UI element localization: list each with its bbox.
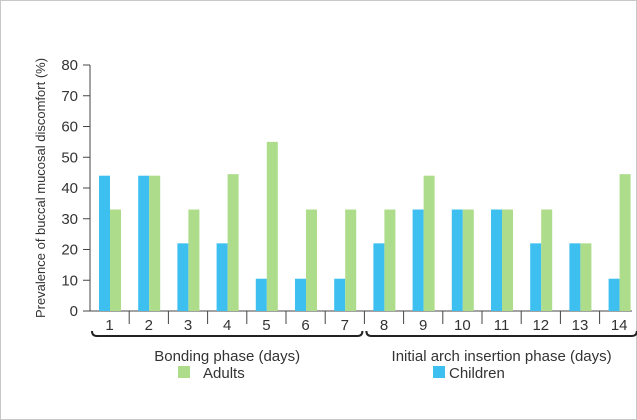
legend-label-adults: Adults [203,365,245,382]
x-tick-label: 4 [223,317,231,334]
legend: Adults Children [178,365,505,382]
bar-adults-2 [149,175,161,311]
x-tick-label: 5 [262,317,270,334]
bar-adults-1 [110,209,121,311]
bar-children-2 [138,175,150,311]
legend-swatch-adults [178,366,190,378]
bar-children-9 [412,209,424,311]
phase-bracket [91,330,364,337]
phase-label: Bonding phase (days) [154,348,300,365]
bar-adults-5 [266,141,278,311]
x-tick-label: 2 [145,317,153,334]
phase-label: Initial arch insertion phase (days) [392,348,612,365]
bar-adults-4 [227,174,239,311]
bar-adults-3 [188,209,200,311]
phase-groups: Bonding phase (days) Initial arch inserti… [91,330,637,365]
bar-adults-9 [423,175,435,311]
bar-adults-12 [541,209,553,311]
bar-adults-7 [345,209,357,311]
bar-children-12 [530,243,542,311]
x-tick-label: 3 [184,317,192,334]
bar-adults-11 [502,209,513,311]
x-tick-label: 8 [380,317,388,334]
bar-children-6 [295,278,306,311]
x-tick-label: 9 [419,317,427,334]
y-tick-label: 40 [61,180,78,197]
y-tick-label: 70 [61,88,78,105]
x-tick-label: 7 [341,317,349,334]
bars [99,141,631,311]
bar-adults-13 [580,243,592,311]
bar-children-4 [216,243,228,311]
bar-adults-10 [462,209,474,311]
phase-bracket [365,330,637,337]
bar-children-7 [334,278,346,311]
bar-adults-14 [619,174,631,311]
y-tick-label: 0 [70,303,78,320]
bar-children-3 [177,243,189,311]
x-tick-label: 10 [454,317,471,334]
y-tick-label: 80 [61,57,78,74]
x-tick-label: 12 [532,317,549,334]
bar-adults-8 [384,209,396,311]
y-axis: 0 10 20 30 40 50 60 70 80 [61,57,91,320]
bar-children-14 [608,278,620,311]
y-axis-title: Prevalence of buccal mucosal discomfort … [33,58,48,318]
x-tick-label: 6 [301,317,309,334]
y-tick-label: 50 [61,149,78,166]
legend-swatch-children [433,366,445,378]
bar-children-5 [255,278,267,311]
y-tick-label: 20 [61,242,78,259]
bar-children-1 [99,175,110,311]
legend-label-children: Children [449,365,505,382]
x-tick-label: 14 [611,317,628,334]
y-tick-label: 10 [61,272,78,289]
bar-children-11 [491,209,502,311]
y-tick-label: 60 [61,119,78,136]
bar-children-8 [373,243,385,311]
x-tick-label: 13 [572,317,589,334]
bar-children-13 [569,243,581,311]
x-tick-label: 1 [105,317,113,334]
y-tick-label: 30 [61,211,78,228]
bar-children-10 [451,209,463,311]
bar-adults-6 [306,209,317,311]
x-axis: 1 2 3 4 5 6 7 8 9 10 11 12 13 14 [90,310,632,334]
x-tick-label: 11 [494,317,510,334]
